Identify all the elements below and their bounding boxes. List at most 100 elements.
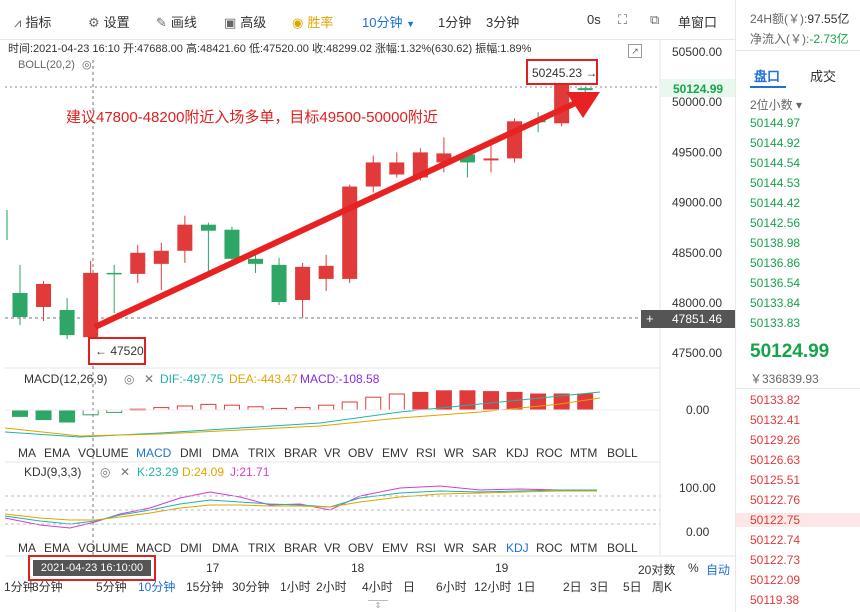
indicator-tab-trix[interactable]: TRIX [248,446,276,460]
period-button[interactable]: 2小时 [316,580,347,594]
indicator-tab-vr[interactable]: VR [324,446,341,460]
period-button[interactable]: 1分钟 [4,580,35,594]
interval-1min[interactable]: 1分钟 [438,15,472,30]
settings-button[interactable]: ⚙ 设置 [88,15,130,30]
resize-handle[interactable]: ⇕ [368,600,388,610]
draw-button[interactable]: ✎ 画线 [156,15,197,30]
indicator-tab-brar[interactable]: BRAR [284,446,318,460]
period-button[interactable]: 30分钟 [232,580,270,594]
bid-price[interactable]: 50122.74 [750,533,801,547]
ask-price[interactable]: 50136.86 [750,256,801,270]
indicator-tab-wr[interactable]: WR [444,541,464,555]
indicator-tab-vr[interactable]: VR [324,541,341,555]
bid-price[interactable]: 50132.41 [750,413,801,427]
indicator-tab-wr[interactable]: WR [444,446,464,460]
ask-price[interactable]: 50133.83 [750,316,801,330]
period-button[interactable]: 5分钟 [96,580,127,594]
period-button[interactable]: 3日 [590,580,609,594]
close-icon[interactable]: ✕ [120,465,131,479]
indicator-tab-obv[interactable]: OBV [348,446,374,460]
indicator-tab-roc[interactable]: ROC [536,541,563,555]
period-button[interactable]: 10分钟 [138,580,176,594]
close-icon[interactable]: ✕ [144,372,155,386]
tab-orderbook[interactable]: 盘口 [754,69,781,84]
eye-icon[interactable]: ◎ [81,59,92,71]
indicator-tab-rsi[interactable]: RSI [416,541,437,555]
price-chart[interactable]: 50500.00 50000.00 49500.00 49000.00 48500.00… [0,0,735,578]
interval-dropdown[interactable]: 10分钟 ▼ [362,15,416,30]
ask-price[interactable]: 50144.42 [750,196,801,210]
auto-toggle[interactable]: 自动 [706,563,731,577]
log-toggle[interactable]: 20对数 [638,563,676,577]
period-button[interactable]: 4小时 [362,580,393,594]
bid-price[interactable]: 50122.75 [736,513,860,527]
indicator-tab-dma[interactable]: DMA [212,446,239,460]
period-button[interactable]: 1小时 [280,580,311,594]
indicator-tab-emv[interactable]: EMV [382,541,409,555]
indicator-button[interactable]: ⩘ 指标 [14,15,52,30]
ask-price[interactable]: 50144.92 [750,136,801,150]
indicator-tab-obv[interactable]: OBV [348,541,374,555]
indicator-tab-dma[interactable]: DMA [212,541,239,555]
indicator-tab-sar[interactable]: SAR [472,446,497,460]
period-button[interactable]: 5日 [623,580,642,594]
indicator-tab-ma[interactable]: MA [18,446,36,460]
single-window-button[interactable]: 单窗口 [678,15,718,30]
winrate-button[interactable]: ◉ 胜率 [292,15,334,30]
indicator-tab-mtm[interactable]: MTM [570,541,598,555]
bid-price[interactable]: 50133.82 [750,393,801,407]
period-button[interactable]: 周K [652,580,673,594]
indicator-tab-ema[interactable]: EMA [44,541,71,555]
period-button[interactable]: 3分钟 [32,580,63,594]
indicator-tab-ema[interactable]: EMA [44,446,71,460]
indicator-tab-kdj[interactable]: KDJ [506,446,529,460]
indicator-tab-dmi[interactable]: DMI [180,446,202,460]
period-button[interactable]: 12小时 [474,580,512,594]
period-button[interactable]: 2日 [563,580,582,594]
indicator-tab-brar[interactable]: BRAR [284,541,318,555]
tab-trades[interactable]: 成交 [810,69,837,84]
indicator-tab-kdj[interactable]: KDJ [506,541,529,555]
ask-price[interactable]: 50142.56 [750,216,801,230]
interval-3min[interactable]: 3分钟 [486,15,520,30]
indicator-tab-mtm[interactable]: MTM [570,446,598,460]
indicator-tab-sar[interactable]: SAR [472,541,497,555]
period-button[interactable]: 6小时 [436,580,467,594]
ask-price[interactable]: 50144.54 [750,156,801,170]
indicator-tab-boll[interactable]: BOLL [607,446,638,460]
expand-icon[interactable]: ↗ [628,44,642,58]
indicator-tab-volume[interactable]: VOLUME [78,541,129,555]
ask-price[interactable]: 50144.53 [750,176,801,190]
indicator-tab-dmi[interactable]: DMI [180,541,202,555]
bid-price[interactable]: 50119.38 [750,593,800,607]
indicator-tab-trix[interactable]: TRIX [248,541,276,555]
period-button[interactable]: 日 [403,580,416,594]
indicator-tab-macd[interactable]: MACD [136,446,172,460]
bid-price[interactable]: 50125.51 [750,473,801,487]
ask-price[interactable]: 50138.98 [750,236,801,250]
fullscreen-icon[interactable]: ⛶ [618,12,628,27]
indicator-tab-emv[interactable]: EMV [382,446,409,460]
period-button[interactable]: 1日 [517,580,536,594]
bid-price[interactable]: 50122.76 [750,493,801,507]
eye-icon[interactable]: ◎ [124,372,135,386]
ask-price[interactable]: 50144.97 [750,116,801,130]
bid-price[interactable]: 50122.73 [750,553,801,567]
ask-price[interactable]: 50133.84 [750,296,801,310]
advanced-button[interactable]: ▣ 高级 [224,15,267,30]
indicator-tab-macd[interactable]: MACD [136,541,172,555]
indicator-tab-boll[interactable]: BOLL [607,541,638,555]
indicator-tab-roc[interactable]: ROC [536,446,563,460]
ask-price[interactable]: 50136.54 [750,276,801,290]
bid-price[interactable]: 50126.63 [750,453,801,467]
percent-toggle[interactable]: % [688,561,699,575]
indicator-tab-volume[interactable]: VOLUME [78,446,129,460]
bid-price[interactable]: 50129.26 [750,433,801,447]
popout-icon[interactable]: ⧉ [650,12,660,27]
decimals-dropdown[interactable]: 2位小数 ▾ [750,98,803,112]
bid-price[interactable]: 50122.09 [750,573,801,587]
period-button[interactable]: 15分钟 [186,580,224,594]
indicator-tab-rsi[interactable]: RSI [416,446,437,460]
eye-icon[interactable]: ◎ [100,465,111,479]
indicator-tab-ma[interactable]: MA [18,541,36,555]
